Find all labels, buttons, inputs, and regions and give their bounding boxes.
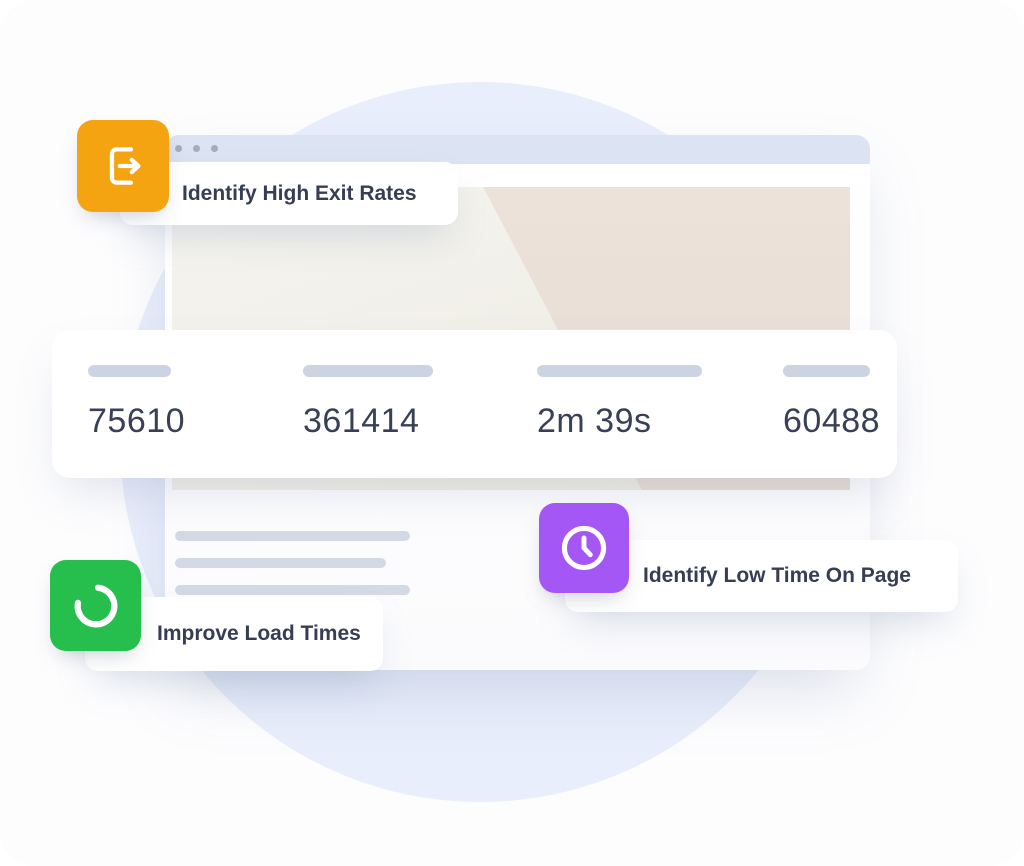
stat-label-placeholder [537,365,702,377]
exit-icon [77,120,169,212]
callout-label: Identify Low Time On Page [643,564,911,587]
text-placeholder-line [175,585,410,595]
refresh-icon [50,560,141,651]
callout-high-exit-rates: Identify High Exit Rates [120,162,458,225]
window-control-dot [193,145,200,152]
stats-summary-card: 75610 361414 2m 39s 60488 [52,330,897,478]
stat-label-placeholder [88,365,171,377]
callout-low-time-on-page: Identify Low Time On Page [565,540,958,612]
callout-improve-load-times: Improve Load Times [85,597,383,671]
window-control-dot [211,145,218,152]
clock-icon [539,503,629,593]
callout-label: Identify High Exit Rates [182,181,417,205]
stat-label-placeholder [783,365,870,377]
text-placeholder-line [175,531,410,541]
stat-label-placeholder [303,365,433,377]
window-titlebar [165,135,870,164]
stat-value: 75610 [88,402,186,440]
text-placeholder-line [175,558,386,568]
stat-value: 2m 39s [537,402,652,440]
callout-label: Improve Load Times [157,622,361,645]
stat-value: 60488 [783,402,881,440]
stat-value: 361414 [303,402,420,440]
window-control-dot [175,145,182,152]
